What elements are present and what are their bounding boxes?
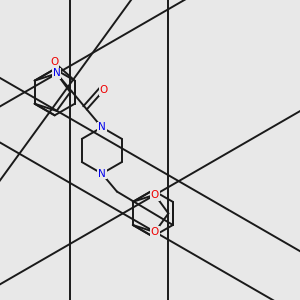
Text: N: N <box>53 68 61 79</box>
Text: N: N <box>98 169 106 178</box>
Text: O: O <box>50 58 59 68</box>
Text: O: O <box>100 85 108 95</box>
Text: N: N <box>98 122 106 132</box>
Text: O: O <box>151 227 159 237</box>
Text: O: O <box>151 190 159 200</box>
